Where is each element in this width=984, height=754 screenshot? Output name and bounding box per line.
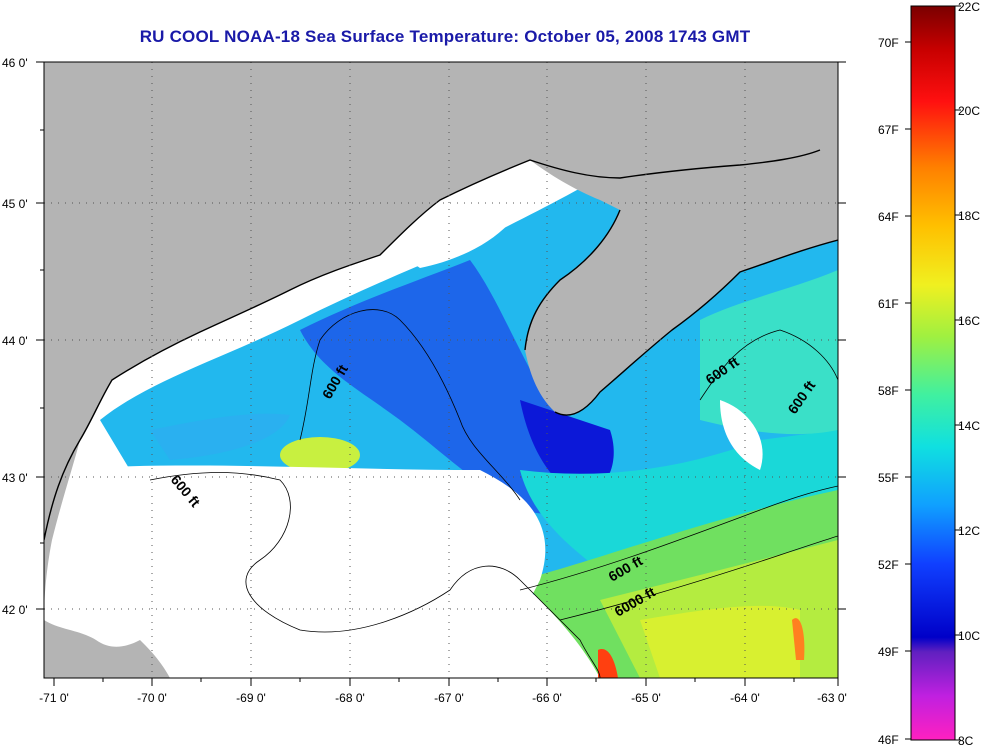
lon-label-70: -70 0' xyxy=(137,691,167,705)
lon-label-65: -65 0' xyxy=(631,691,661,705)
lat-label-44: 44 0' xyxy=(2,334,28,348)
colorbar-c-label-12: 12C xyxy=(958,524,980,538)
graticule xyxy=(44,62,838,678)
colorbar-f-label-61: 61F xyxy=(878,297,899,311)
bathymetry-contours xyxy=(149,309,838,678)
colorbar-f-label-58: 58F xyxy=(878,384,899,398)
lat-label-46: 46 0' xyxy=(2,56,28,70)
lon-label-64: -64 0' xyxy=(730,691,760,705)
colorbar-f-label-55: 55F xyxy=(878,471,899,485)
axis-ticks xyxy=(36,61,846,686)
colorbar-gradient xyxy=(910,5,956,741)
map-frame xyxy=(43,61,839,679)
colorbar-c-label-16: 16C xyxy=(958,314,980,328)
colorbar-c-label-14: 14C xyxy=(958,419,980,433)
colorbar-c-label-8: 8C xyxy=(958,734,974,748)
colorbar-c-label-18: 18C xyxy=(958,209,980,223)
lat-label-45: 45 0' xyxy=(2,197,28,211)
lon-label-63: -63 0' xyxy=(817,691,847,705)
coastline xyxy=(44,149,821,541)
map-title: RU COOL NOAA-18 Sea Surface Temperature:… xyxy=(139,27,751,46)
colorbar-f-label-70: 70F xyxy=(878,36,899,50)
lon-label-68: -68 0' xyxy=(335,691,365,705)
coastline-nova-scotia xyxy=(524,209,838,416)
lon-label-67: -67 0' xyxy=(434,691,464,705)
colorbar-f-label-52: 52F xyxy=(878,558,899,572)
colorbar-ticks xyxy=(905,5,961,741)
landmass xyxy=(44,62,838,678)
colorbar-c-label-22: 22C xyxy=(958,0,980,14)
colorbar-f-label-49: 49F xyxy=(878,645,899,659)
lat-label-43: 43 0' xyxy=(2,471,28,485)
lon-label-71: -71 0' xyxy=(39,691,69,705)
colorbar-c-label-20: 20C xyxy=(958,104,980,118)
colorbar-f-label-46: 46F xyxy=(878,733,899,747)
colorbar-c-label-10: 10C xyxy=(958,629,980,643)
colorbar-f-label-64: 64F xyxy=(878,210,899,224)
lon-label-66: -66 0' xyxy=(532,691,562,705)
colorbar-f-label-67: 67F xyxy=(878,123,899,137)
lon-label-69: -69 0' xyxy=(236,691,266,705)
lat-label-42: 42 0' xyxy=(2,603,28,617)
